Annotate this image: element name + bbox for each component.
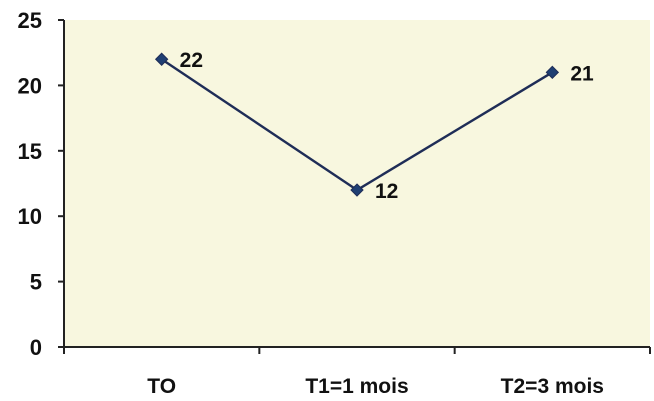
x-axis-ticks: TO T1=1 mois T2=3 mois <box>63 347 651 398</box>
data-labels: 22 12 21 <box>180 49 594 203</box>
data-point-marker <box>545 65 560 80</box>
y-tick-label: 5 <box>30 270 42 295</box>
data-label: 22 <box>180 49 203 72</box>
y-axis-ticks: 0 5 10 15 20 25 <box>18 8 64 360</box>
data-point-marker <box>350 183 364 197</box>
x-tick-label: T2=3 mois <box>501 375 604 398</box>
x-tick-label: T1=1 mois <box>305 375 408 398</box>
data-points <box>154 52 560 197</box>
y-tick-label: 15 <box>18 139 42 164</box>
y-tick-label: 25 <box>18 8 42 33</box>
data-point-marker <box>154 52 169 66</box>
y-tick-label: 0 <box>30 335 42 360</box>
y-tick-label: 10 <box>18 204 42 229</box>
x-tick-label: TO <box>147 375 176 398</box>
y-tick-label: 20 <box>18 73 42 98</box>
data-label: 21 <box>570 62 594 85</box>
data-label: 12 <box>375 180 398 203</box>
axes <box>63 20 650 348</box>
